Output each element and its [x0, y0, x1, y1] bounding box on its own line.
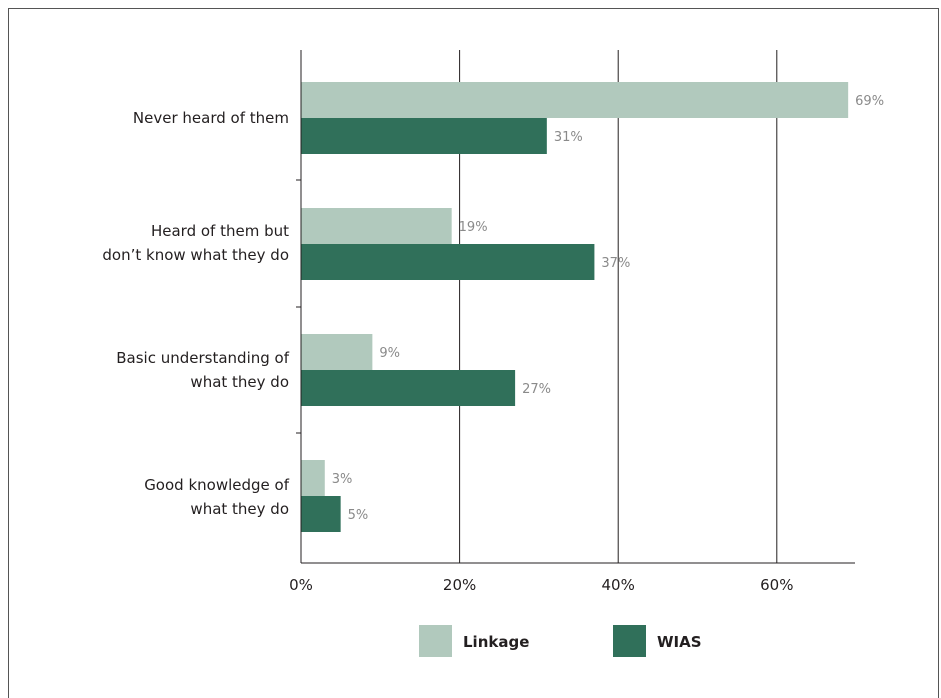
legend-swatch-wias: [613, 625, 646, 657]
bar-wias: [301, 118, 547, 154]
bar-linkage: [301, 334, 373, 370]
bar-wias: [301, 370, 516, 406]
chart-frame: [8, 8, 939, 698]
category-label: Heard of them but: [151, 222, 289, 240]
category-label: what they do: [190, 500, 289, 518]
category-label: what they do: [190, 373, 289, 391]
x-tick-label: 0%: [289, 576, 313, 594]
legend-label: Linkage: [463, 633, 529, 651]
value-label: 27%: [522, 382, 551, 397]
value-label: 9%: [379, 346, 400, 361]
bar-linkage: [301, 460, 325, 496]
bar-wias: [301, 244, 595, 280]
x-tick-label: 60%: [760, 576, 793, 594]
value-label: 3%: [332, 472, 353, 487]
value-label: 5%: [348, 508, 369, 523]
legend-swatch-linkage: [419, 625, 452, 657]
x-tick-label: 20%: [443, 576, 476, 594]
x-tick-label: 40%: [602, 576, 635, 594]
category-label: Never heard of them: [133, 109, 289, 127]
bar-chart: 69% 19% 9% 3% 31% 37% 27% 5% 0% 20% 40% 60% Never he…: [102, 50, 884, 657]
category-label: Basic understanding of: [116, 349, 289, 367]
legend-label: WIAS: [657, 633, 702, 651]
bar-wias: [301, 496, 341, 532]
value-label: 31%: [554, 130, 583, 145]
bar-linkage: [301, 82, 849, 118]
category-label: don’t know what they do: [102, 246, 289, 264]
value-label: 69%: [855, 94, 884, 109]
category-label: Good knowledge of: [144, 476, 290, 494]
value-label: 37%: [601, 256, 630, 271]
value-label: 19%: [459, 220, 488, 235]
bar-linkage: [301, 208, 452, 244]
